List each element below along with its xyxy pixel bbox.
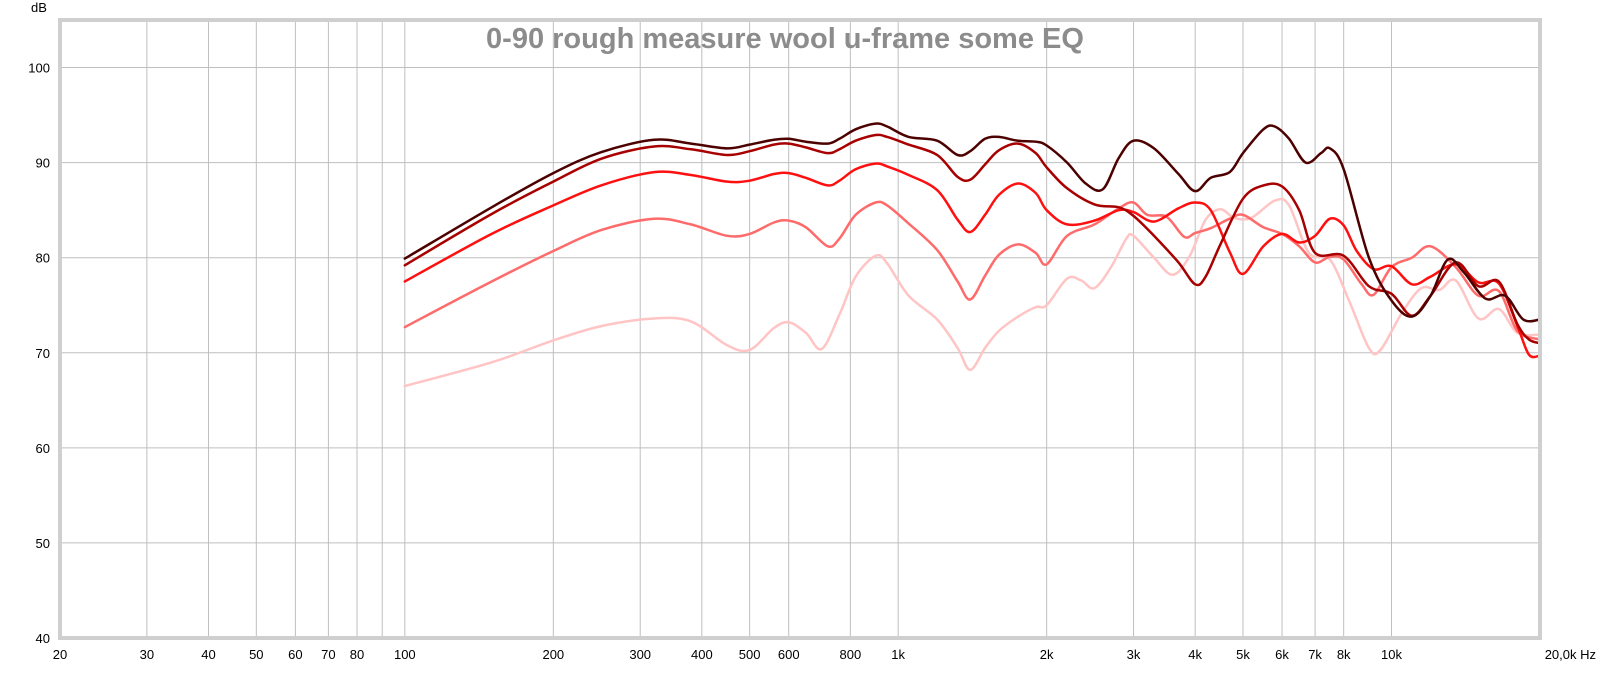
grid [59, 20, 1541, 639]
y-tick-label: 70 [36, 346, 50, 361]
series-line-3 [403, 162, 1542, 359]
y-tick-label: 100 [28, 61, 50, 76]
x-tick-label: 70 [321, 647, 335, 662]
y-tick-label: 80 [36, 251, 50, 266]
series-line-5 [403, 122, 1542, 323]
series-line-4 [403, 133, 1542, 345]
x-tick-label: 6k [1275, 647, 1289, 662]
x-tick-label: 80 [350, 647, 364, 662]
x-tick-label: 800 [839, 647, 861, 662]
chart-title: 0-90 rough measure wool u-frame some EQ [486, 23, 1084, 55]
x-tick-label: 40 [201, 647, 215, 662]
series-line-1 [403, 197, 1542, 388]
x-tick-label: 300 [629, 647, 651, 662]
x-axis: 20 30 40 50 60 70 80 100 200 300 400 500 600 800 1k 2k 3… [53, 647, 1596, 662]
x-tick-label: 20 [53, 647, 67, 662]
plot-frame [58, 18, 1542, 640]
x-tick-label: 7k [1308, 647, 1322, 662]
x-tick-label: 500 [739, 647, 761, 662]
x-tick-label: 8k [1337, 647, 1351, 662]
y-axis-label: dB [31, 0, 47, 15]
x-tick-label: 4k [1188, 647, 1202, 662]
y-tick-label: 40 [36, 631, 50, 646]
y-tick-label: 50 [36, 536, 50, 551]
x-tick-label: 30 [140, 647, 154, 662]
series-line-2 [403, 200, 1542, 341]
x-tick-label: 600 [778, 647, 800, 662]
x-tick-label: 5k [1236, 647, 1250, 662]
x-tick-label: 3k [1127, 647, 1141, 662]
x-tick-label: 20,0k Hz [1545, 647, 1596, 662]
x-tick-label: 60 [288, 647, 302, 662]
x-tick-label: 2k [1040, 647, 1054, 662]
x-tick-label: 10k [1381, 647, 1402, 662]
y-axis: 40 50 60 70 80 90 100 [28, 61, 50, 646]
y-tick-label: 90 [36, 156, 50, 171]
x-tick-label: 1k [891, 647, 905, 662]
y-tick-label: 60 [36, 441, 50, 456]
series-layer [403, 122, 1542, 388]
x-tick-label: 100 [394, 647, 416, 662]
x-tick-label: 50 [249, 647, 263, 662]
x-tick-label: 200 [542, 647, 564, 662]
x-tick-label: 400 [691, 647, 713, 662]
